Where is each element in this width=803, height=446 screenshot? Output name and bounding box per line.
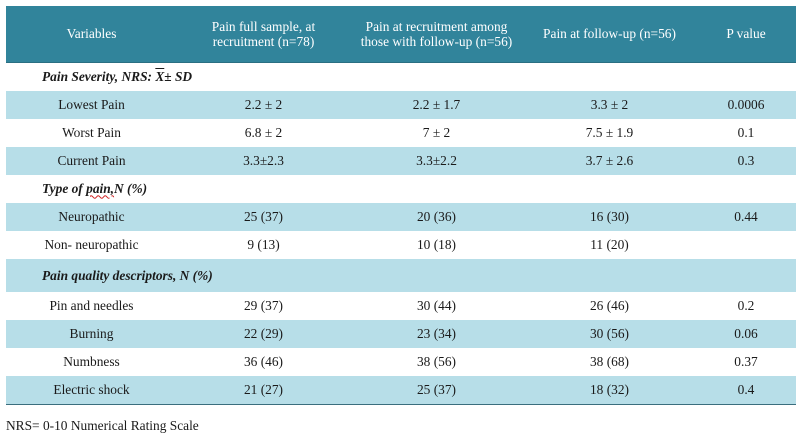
table-row: Lowest Pain 2.2 ± 2 2.2 ± 1.7 3.3 ± 2 0.… [6,90,796,119]
cell-p-value: 0.06 [696,319,796,348]
row-label: Numbness [6,347,177,376]
header-recruitment-followup: Pain at recruitment among those with fol… [350,6,523,63]
table-row: Pin and needles 29 (37) 30 (44) 26 (46) … [6,291,796,320]
section-label-quality: Pain quality descriptors, N (%) [6,258,796,292]
cell-value: 3.3±2.3 [177,146,350,175]
cell-value: 36 (46) [177,347,350,376]
header-followup: Pain at follow-up (n=56) [523,6,696,63]
cell-p-value: 0.44 [696,202,796,231]
table-row: Current Pain 3.3±2.3 3.3±2.2 3.7 ± 2.6 0… [6,146,796,175]
cell-p-value [696,230,796,259]
cell-value: 25 (37) [177,202,350,231]
header-p-value: P value [696,6,796,63]
header-full-sample: Pain full sample, at recruitment (n=78) [177,6,350,63]
cell-value: 30 (56) [523,319,696,348]
section-row-severity: Pain Severity, NRS: X± SD [6,62,796,91]
cell-value: 16 (30) [523,202,696,231]
section-label-severity: Pain Severity, NRS: X± SD [6,62,796,91]
table-row: Burning 22 (29) 23 (34) 30 (56) 0.06 [6,319,796,348]
cell-value: 3.7 ± 2.6 [523,146,696,175]
cell-p-value: 0.0006 [696,90,796,119]
cell-value: 11 (20) [523,230,696,259]
table-row: Electric shock 21 (27) 25 (37) 18 (32) 0… [6,375,796,405]
header-variables: Variables [6,6,177,63]
cell-value: 20 (36) [350,202,523,231]
table-row: Neuropathic 25 (37) 20 (36) 16 (30) 0.44 [6,202,796,231]
table-footnote: NRS= 0-10 Numerical Rating Scale [6,418,199,433]
cell-value: 38 (56) [350,347,523,376]
row-label: Neuropathic [6,202,177,231]
cell-value: 30 (44) [350,291,523,320]
results-table-container: Variables Pain full sample, at recruitme… [6,6,796,405]
cell-p-value: 0.37 [696,347,796,376]
cell-value: 23 (34) [350,319,523,348]
cell-value: 38 (68) [523,347,696,376]
section-row-type: Type of pain,N (%) [6,174,796,203]
cell-value: 26 (46) [523,291,696,320]
row-label: Worst Pain [6,118,177,147]
cell-value: 6.8 ± 2 [177,118,350,147]
row-label: Current Pain [6,146,177,175]
cell-value: 3.3 ± 2 [523,90,696,119]
cell-value: 9 (13) [177,230,350,259]
table-row: Worst Pain 6.8 ± 2 7 ± 2 7.5 ± 1.9 0.1 [6,118,796,147]
cell-value: 25 (37) [350,375,523,405]
row-label: Pin and needles [6,291,177,320]
row-label: Burning [6,319,177,348]
cell-value: 7.5 ± 1.9 [523,118,696,147]
cell-value: 10 (18) [350,230,523,259]
cell-p-value: 0.1 [696,118,796,147]
cell-p-value: 0.4 [696,375,796,405]
cell-value: 21 (27) [177,375,350,405]
cell-value: 7 ± 2 [350,118,523,147]
cell-value: 18 (32) [523,375,696,405]
cell-value: 29 (37) [177,291,350,320]
row-label: Non- neuropathic [6,230,177,259]
table-header-row: Variables Pain full sample, at recruitme… [6,6,796,63]
table-row: Numbness 36 (46) 38 (56) 38 (68) 0.37 [6,347,796,376]
cell-value: 3.3±2.2 [350,146,523,175]
pain-results-table: Variables Pain full sample, at recruitme… [6,6,796,405]
cell-value: 22 (29) [177,319,350,348]
table-row: Non- neuropathic 9 (13) 10 (18) 11 (20) [6,230,796,259]
cell-p-value: 0.3 [696,146,796,175]
row-label: Electric shock [6,375,177,405]
row-label: Lowest Pain [6,90,177,119]
cell-p-value: 0.2 [696,291,796,320]
cell-value: 2.2 ± 2 [177,90,350,119]
section-label-type: Type of pain,N (%) [6,174,796,203]
cell-value: 2.2 ± 1.7 [350,90,523,119]
section-row-quality: Pain quality descriptors, N (%) [6,258,796,292]
